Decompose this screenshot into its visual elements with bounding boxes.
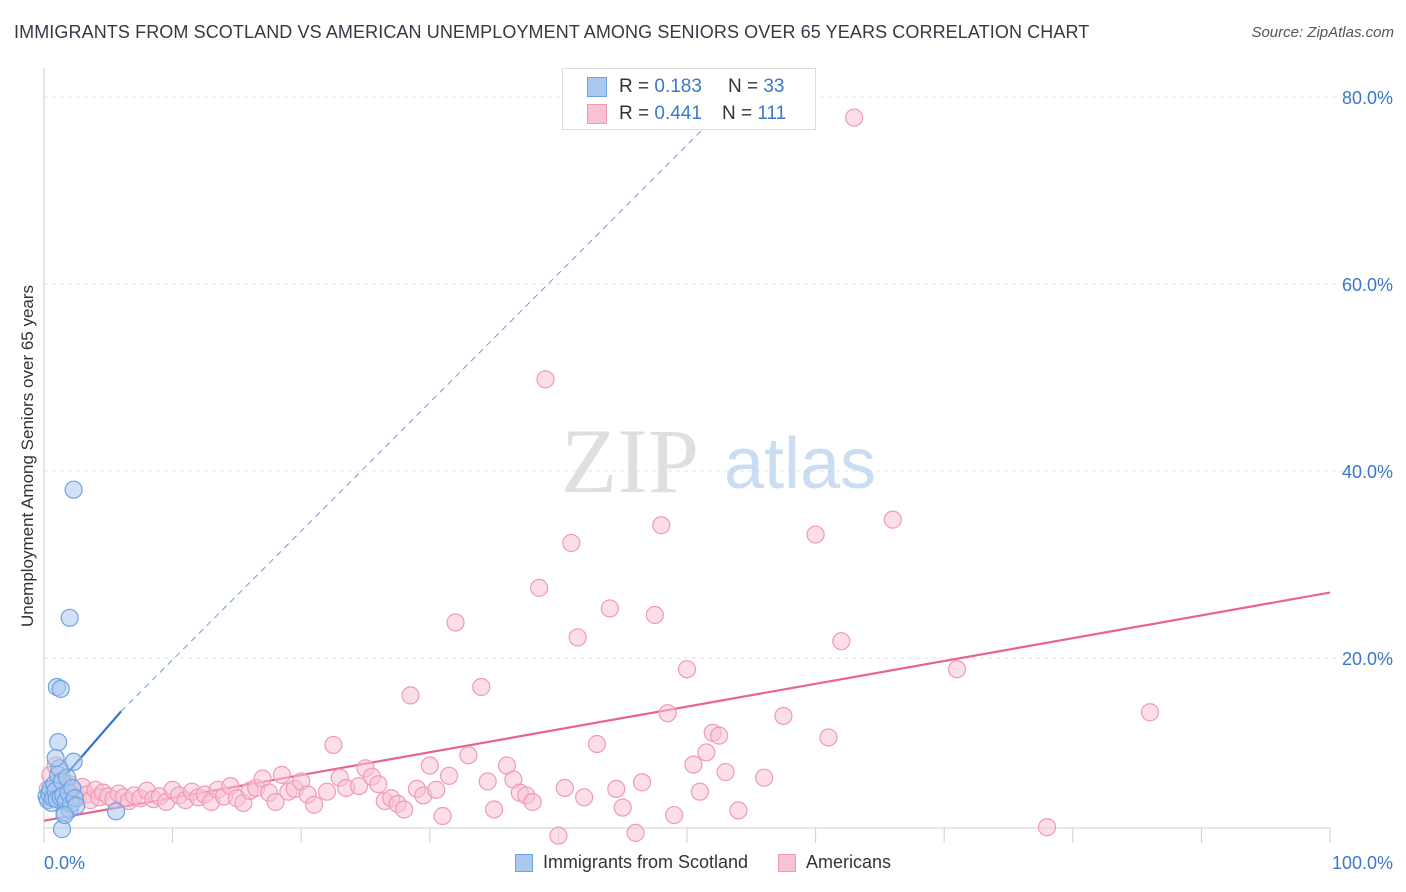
y-tick-label: 60.0% xyxy=(1342,275,1393,295)
x-tick-label: 0.0% xyxy=(44,853,85,873)
legend-swatch-pink xyxy=(587,104,607,124)
legend-n-value: 111 xyxy=(757,103,787,124)
americans-point xyxy=(1140,703,1160,722)
americans-point xyxy=(626,823,645,842)
data-points xyxy=(37,108,1160,845)
americans-point xyxy=(568,628,587,647)
americans-point xyxy=(684,755,703,774)
americans-point xyxy=(677,660,697,679)
americans-point xyxy=(947,660,967,679)
americans-point xyxy=(710,726,729,745)
americans-point xyxy=(613,798,632,817)
x-tick-label: 100.0% xyxy=(1332,853,1393,873)
watermark: ZIP atlas xyxy=(561,410,876,512)
americans-point xyxy=(774,706,793,726)
scotland-point xyxy=(46,748,65,768)
americans-point xyxy=(478,772,497,791)
americans-point xyxy=(304,795,324,814)
watermark-atlas: atlas xyxy=(724,424,876,504)
americans-point xyxy=(317,782,337,801)
legend-row-americans: R = 0.441 N = 111 xyxy=(587,101,786,127)
scotland-point xyxy=(64,480,83,499)
americans-point xyxy=(575,788,594,807)
watermark-zip: ZIP xyxy=(561,410,699,512)
legend-swatch-pink xyxy=(778,853,797,872)
legend-n-label: N = xyxy=(727,76,759,97)
americans-point xyxy=(272,765,292,784)
americans-point xyxy=(536,370,555,389)
source-label: Source: ZipAtlas.com xyxy=(1251,24,1394,41)
legend-n-value: 33 xyxy=(763,76,785,97)
americans-point xyxy=(645,605,664,625)
americans-point xyxy=(324,735,343,755)
scotland-point xyxy=(60,608,79,627)
americans-point xyxy=(401,686,420,705)
legend-r-label: R = xyxy=(619,103,650,124)
legend-item-scotland: Immigrants from Scotland xyxy=(514,852,749,873)
americans-point xyxy=(729,801,748,820)
scotland-point xyxy=(106,802,126,821)
americans-point xyxy=(587,734,607,754)
americans-point xyxy=(394,800,414,819)
americans-point xyxy=(472,677,491,697)
scotland-point xyxy=(64,752,83,771)
legend-row-scotland: R = 0.183 N = 33 xyxy=(587,74,784,100)
americans-point xyxy=(806,525,825,544)
americans-point xyxy=(530,578,549,597)
americans-point xyxy=(555,778,574,798)
americans-point xyxy=(755,768,774,787)
series-legend: Immigrants from Scotland Americans xyxy=(0,852,1406,873)
legend-label-scotland: Immigrants from Scotland xyxy=(542,852,749,872)
americans-point xyxy=(716,762,735,782)
americans-point xyxy=(562,533,581,553)
y-tick-label: 20.0% xyxy=(1342,649,1393,669)
americans-point xyxy=(433,806,452,826)
americans-point xyxy=(427,780,446,799)
americans-point xyxy=(420,756,439,775)
americans-point xyxy=(459,746,478,765)
americans-point xyxy=(523,792,542,812)
legend-r-label: R = xyxy=(619,76,650,97)
americans-point xyxy=(658,704,677,723)
americans-point xyxy=(652,516,671,535)
legend-swatch-blue xyxy=(514,853,533,872)
scotland-point xyxy=(55,805,74,825)
americans-point xyxy=(690,782,709,801)
americans-point xyxy=(446,613,465,632)
y-tick-label: 80.0% xyxy=(1342,88,1393,108)
y-tick-label: 40.0% xyxy=(1342,462,1393,482)
chart-title: IMMIGRANTS FROM SCOTLAND VS AMERICAN UNE… xyxy=(14,22,1090,42)
americans-point xyxy=(369,775,388,794)
grid xyxy=(44,96,1392,659)
americans-point xyxy=(665,805,684,825)
americans-point xyxy=(439,766,459,785)
americans-point xyxy=(697,743,716,762)
tick-labels: 20.0% 40.0% 60.0% 80.0% 0.0% 100.0% xyxy=(44,88,1393,873)
americans-point xyxy=(819,728,838,747)
americans-point xyxy=(632,773,652,792)
legend-n-label: N = xyxy=(721,103,753,124)
americans-point xyxy=(266,792,285,812)
americans-point xyxy=(549,826,568,845)
scotland-trend-extension xyxy=(120,105,726,712)
americans-point xyxy=(600,599,619,618)
legend-label-americans: Americans xyxy=(806,852,892,872)
americans-point xyxy=(883,510,902,529)
legend-r-value: 0.183 xyxy=(654,76,702,97)
y-axis-label: Unemployment Among Seniors over 65 years xyxy=(18,284,37,628)
americans-point xyxy=(349,776,369,796)
legend-r-value: 0.441 xyxy=(654,103,702,124)
americans-point xyxy=(845,108,864,127)
americans-point xyxy=(832,632,851,651)
scotland-point xyxy=(51,679,70,698)
scotland-point xyxy=(49,733,68,752)
americans-point xyxy=(607,779,626,799)
legend-swatch-blue xyxy=(587,77,607,97)
americans-point xyxy=(485,800,504,819)
legend-item-americans: Americans xyxy=(778,852,891,873)
americans-point xyxy=(1037,818,1057,837)
correlation-legend: R = 0.183 N = 33 R = 0.441 N = 111 xyxy=(562,68,816,130)
